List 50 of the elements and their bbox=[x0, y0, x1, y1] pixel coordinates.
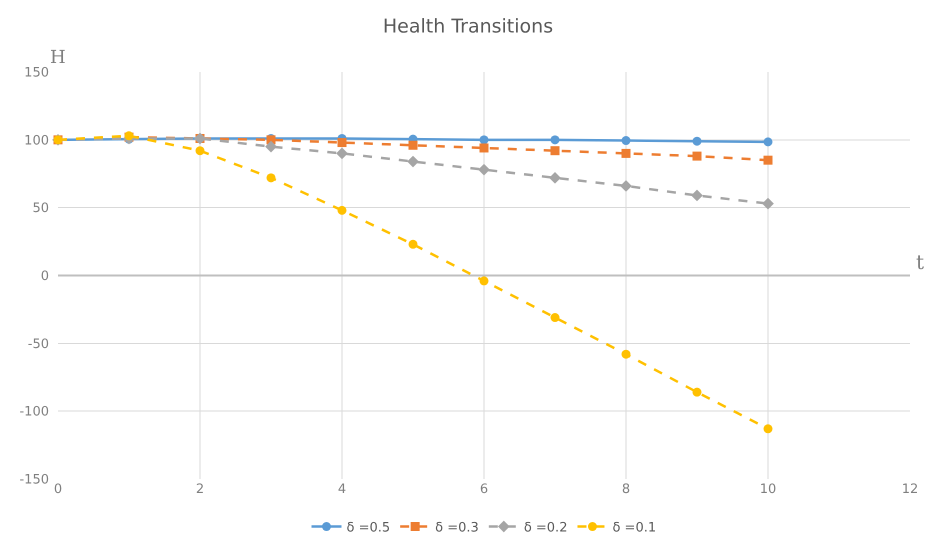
legend-label: δ =0.5 bbox=[346, 520, 390, 536]
point bbox=[620, 180, 632, 192]
x-tick-label: 10 bbox=[760, 482, 776, 497]
point bbox=[622, 136, 630, 146]
point bbox=[196, 146, 204, 156]
x-tick-label: 12 bbox=[902, 482, 918, 497]
legend-label: δ =0.3 bbox=[435, 520, 479, 536]
point bbox=[550, 146, 560, 156]
point bbox=[336, 148, 348, 160]
x-tick-label: 6 bbox=[480, 482, 488, 497]
point bbox=[764, 424, 772, 434]
point bbox=[480, 276, 488, 286]
x-tick-label: 4 bbox=[338, 482, 346, 497]
point bbox=[408, 240, 418, 249]
point bbox=[478, 164, 490, 176]
y-axis-title: H bbox=[50, 47, 66, 68]
point bbox=[692, 136, 702, 146]
y-tick-label: -100 bbox=[19, 404, 49, 420]
point bbox=[550, 135, 560, 144]
point bbox=[764, 137, 772, 146]
x-axis-title: t bbox=[916, 250, 924, 274]
point bbox=[692, 388, 702, 397]
point bbox=[764, 156, 772, 165]
point bbox=[480, 143, 488, 152]
legend-label: δ =0.2 bbox=[524, 520, 568, 536]
point bbox=[622, 350, 630, 359]
point bbox=[266, 173, 276, 182]
point bbox=[265, 140, 277, 152]
y-tick-label: -50 bbox=[28, 336, 49, 352]
point bbox=[407, 156, 419, 168]
point bbox=[408, 140, 418, 150]
y-tick-label: 0 bbox=[40, 269, 49, 284]
point bbox=[480, 135, 488, 144]
point bbox=[762, 198, 774, 210]
y-tick-label: 50 bbox=[32, 201, 49, 216]
y-tick-label: 100 bbox=[24, 133, 49, 148]
point bbox=[338, 206, 346, 215]
legend-label: δ =0.1 bbox=[612, 520, 656, 536]
chart-title: Health Transitions bbox=[382, 16, 554, 38]
x-tick-label: 8 bbox=[622, 482, 630, 497]
point bbox=[550, 313, 560, 322]
point bbox=[692, 152, 702, 161]
point bbox=[549, 172, 561, 184]
x-tick-label: 2 bbox=[196, 482, 204, 497]
point bbox=[691, 190, 703, 202]
point bbox=[622, 148, 630, 158]
y-tick-label: 150 bbox=[24, 66, 49, 81]
y-tick-label: -150 bbox=[19, 472, 49, 488]
point bbox=[338, 138, 346, 148]
x-tick-label: 0 bbox=[54, 482, 62, 497]
